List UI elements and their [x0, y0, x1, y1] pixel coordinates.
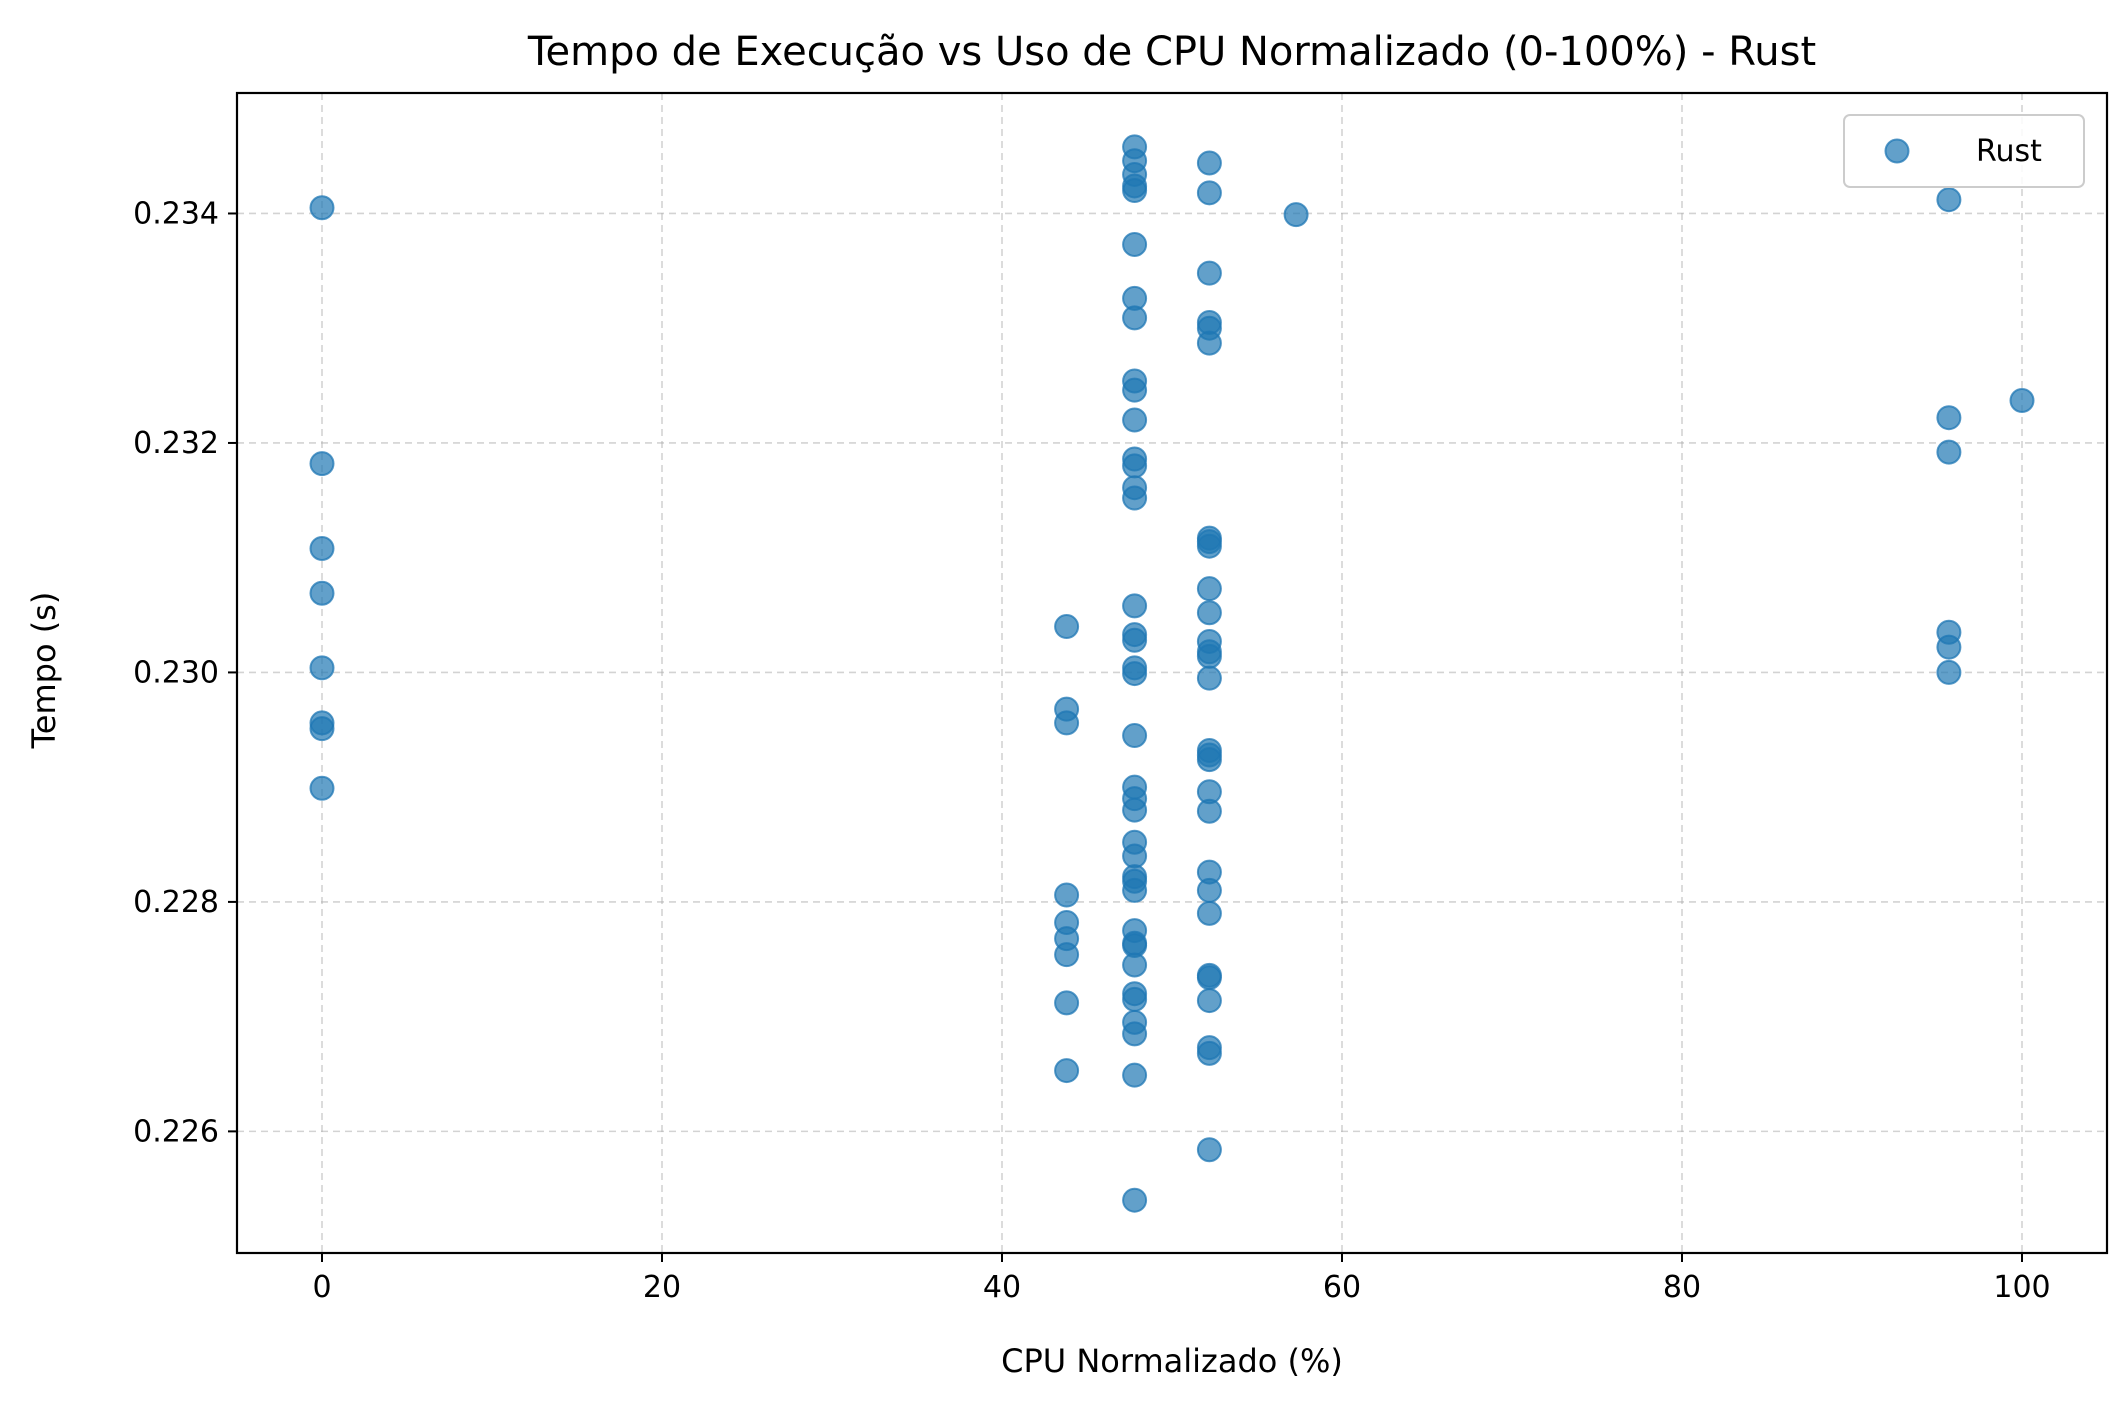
data-point — [1122, 305, 1148, 331]
data-point — [1196, 988, 1222, 1014]
data-point — [1196, 330, 1222, 356]
data-point — [1196, 1040, 1222, 1066]
data-point — [1196, 877, 1222, 903]
data-points — [309, 134, 2035, 1213]
data-point — [1054, 614, 1080, 640]
data-point — [1054, 882, 1080, 908]
data-point — [309, 655, 335, 681]
data-point — [1936, 405, 1962, 431]
x-tick-label: 0 — [312, 1270, 331, 1305]
data-point — [1122, 723, 1148, 749]
data-point — [309, 580, 335, 606]
data-point — [1122, 407, 1148, 433]
axis-ticks: 0 20 40 60 80 100 0.226 0.228 0.230 0.232 0.234 — [133, 196, 2051, 1305]
legend: Rust — [1843, 114, 2085, 188]
data-point — [1196, 747, 1222, 773]
data-point — [1122, 1062, 1148, 1088]
legend-label: Rust — [1976, 134, 2042, 169]
data-point — [1196, 576, 1222, 602]
y-axis-label: Tempo (s) — [25, 592, 63, 750]
data-point — [309, 716, 335, 742]
data-point — [1196, 533, 1222, 559]
data-point — [1122, 627, 1148, 653]
y-tick-label: 0.226 — [133, 1114, 219, 1149]
data-point — [1196, 965, 1222, 991]
data-point — [1936, 439, 1962, 465]
data-point — [1196, 600, 1222, 626]
data-point — [1122, 231, 1148, 257]
data-point — [1122, 877, 1148, 903]
data-point — [1196, 798, 1222, 824]
data-point — [1196, 643, 1222, 669]
data-point — [1122, 843, 1148, 869]
data-point — [1196, 665, 1222, 691]
data-point — [1122, 797, 1148, 823]
data-point — [309, 195, 335, 221]
x-tick-label: 20 — [643, 1270, 681, 1305]
data-point — [2009, 387, 2035, 413]
data-point — [309, 536, 335, 562]
data-point — [1122, 661, 1148, 687]
chart-title: Tempo de Execução vs Uso de CPU Normaliz… — [527, 29, 1816, 75]
data-point — [1054, 710, 1080, 736]
data-point — [1122, 453, 1148, 479]
x-tick-label: 100 — [1993, 1270, 2050, 1305]
data-point — [1054, 1058, 1080, 1084]
y-tick-label: 0.234 — [133, 196, 219, 231]
data-point — [1196, 1137, 1222, 1163]
grid-lines — [237, 93, 2107, 1253]
data-point — [1196, 180, 1222, 206]
data-point — [1122, 377, 1148, 403]
x-axis-label: CPU Normalizado (%) — [1001, 1342, 1343, 1380]
data-point — [1122, 593, 1148, 619]
data-point — [1122, 952, 1148, 978]
data-point — [1283, 202, 1309, 228]
y-tick-label: 0.232 — [133, 426, 219, 461]
data-point — [1054, 942, 1080, 968]
data-point — [1196, 900, 1222, 926]
data-point — [309, 775, 335, 801]
data-point — [1196, 260, 1222, 286]
legend-box — [1843, 114, 2085, 188]
data-point — [1122, 1021, 1148, 1047]
legend-marker — [1884, 138, 1910, 164]
x-tick-label: 60 — [1323, 1270, 1361, 1305]
data-point — [1122, 986, 1148, 1012]
data-point — [1936, 659, 1962, 685]
data-point — [1122, 485, 1148, 511]
y-tick-label: 0.228 — [133, 885, 219, 920]
data-point — [1936, 187, 1962, 213]
data-point — [1122, 178, 1148, 204]
data-point — [1196, 150, 1222, 176]
data-point — [1054, 990, 1080, 1016]
y-tick-label: 0.230 — [133, 655, 219, 690]
x-tick-label: 40 — [983, 1270, 1021, 1305]
data-point — [309, 451, 335, 477]
x-tick-label: 80 — [1663, 1270, 1701, 1305]
data-point — [1936, 634, 1962, 660]
data-point — [1122, 1187, 1148, 1213]
